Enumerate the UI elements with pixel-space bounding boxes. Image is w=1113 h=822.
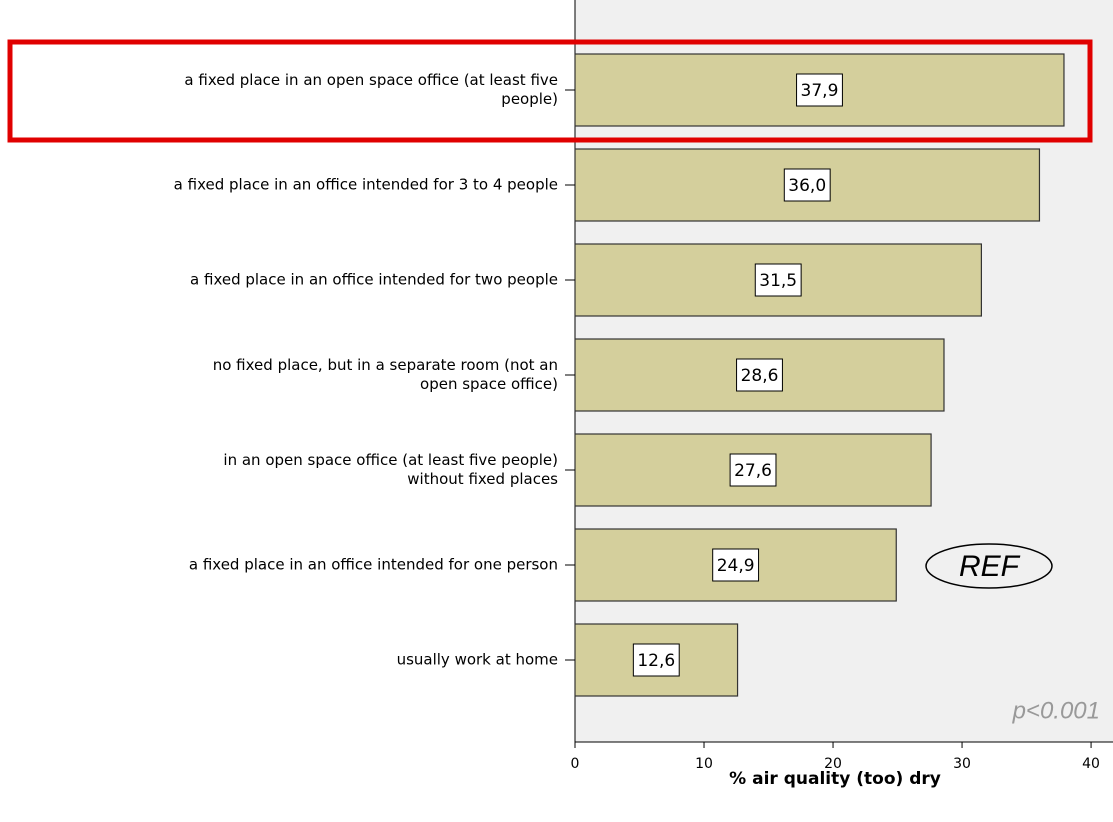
value-label: 12,6 bbox=[637, 651, 675, 671]
y-tick-label: no fixed place, but in a separate room (… bbox=[212, 356, 558, 393]
x-tick-label: 20 bbox=[824, 756, 842, 772]
y-tick-label: a fixed place in an office intended for … bbox=[190, 270, 558, 289]
p-value-annotation: p<0.001 bbox=[1012, 697, 1100, 724]
value-label: 28,6 bbox=[741, 366, 779, 386]
value-label-box bbox=[754, 263, 802, 297]
ref-ellipse bbox=[925, 543, 1053, 589]
value-label-box bbox=[729, 453, 777, 487]
highlight-box bbox=[7, 39, 1093, 143]
value-label: 37,9 bbox=[801, 81, 839, 101]
ref-annotation: REF bbox=[959, 550, 1021, 583]
x-tick-label: 10 bbox=[695, 756, 713, 772]
value-label: 36,0 bbox=[788, 176, 826, 196]
y-tick-label: a fixed place in an open space office (a… bbox=[184, 71, 558, 108]
value-label: 27,6 bbox=[734, 461, 772, 481]
value-label-box bbox=[736, 358, 783, 392]
y-tick-label: a fixed place in an office intended for … bbox=[188, 555, 558, 574]
value-label-box bbox=[796, 73, 843, 107]
value-label-box bbox=[783, 168, 831, 202]
x-axis-title: % air quality (too) dry bbox=[729, 769, 941, 789]
value-label: 31,5 bbox=[759, 271, 797, 291]
x-tick-label: 40 bbox=[1082, 756, 1100, 772]
y-tick-label: usually work at home bbox=[396, 650, 558, 669]
y-tick-label: a fixed place in an office intended for … bbox=[173, 175, 558, 194]
value-label: 24,9 bbox=[717, 556, 755, 576]
x-tick-label: 30 bbox=[953, 756, 971, 772]
y-tick-label: in an open space office (at least five p… bbox=[223, 451, 558, 488]
value-label-box bbox=[712, 548, 760, 582]
value-label-box bbox=[632, 643, 680, 677]
x-tick-label: 0 bbox=[571, 756, 580, 772]
